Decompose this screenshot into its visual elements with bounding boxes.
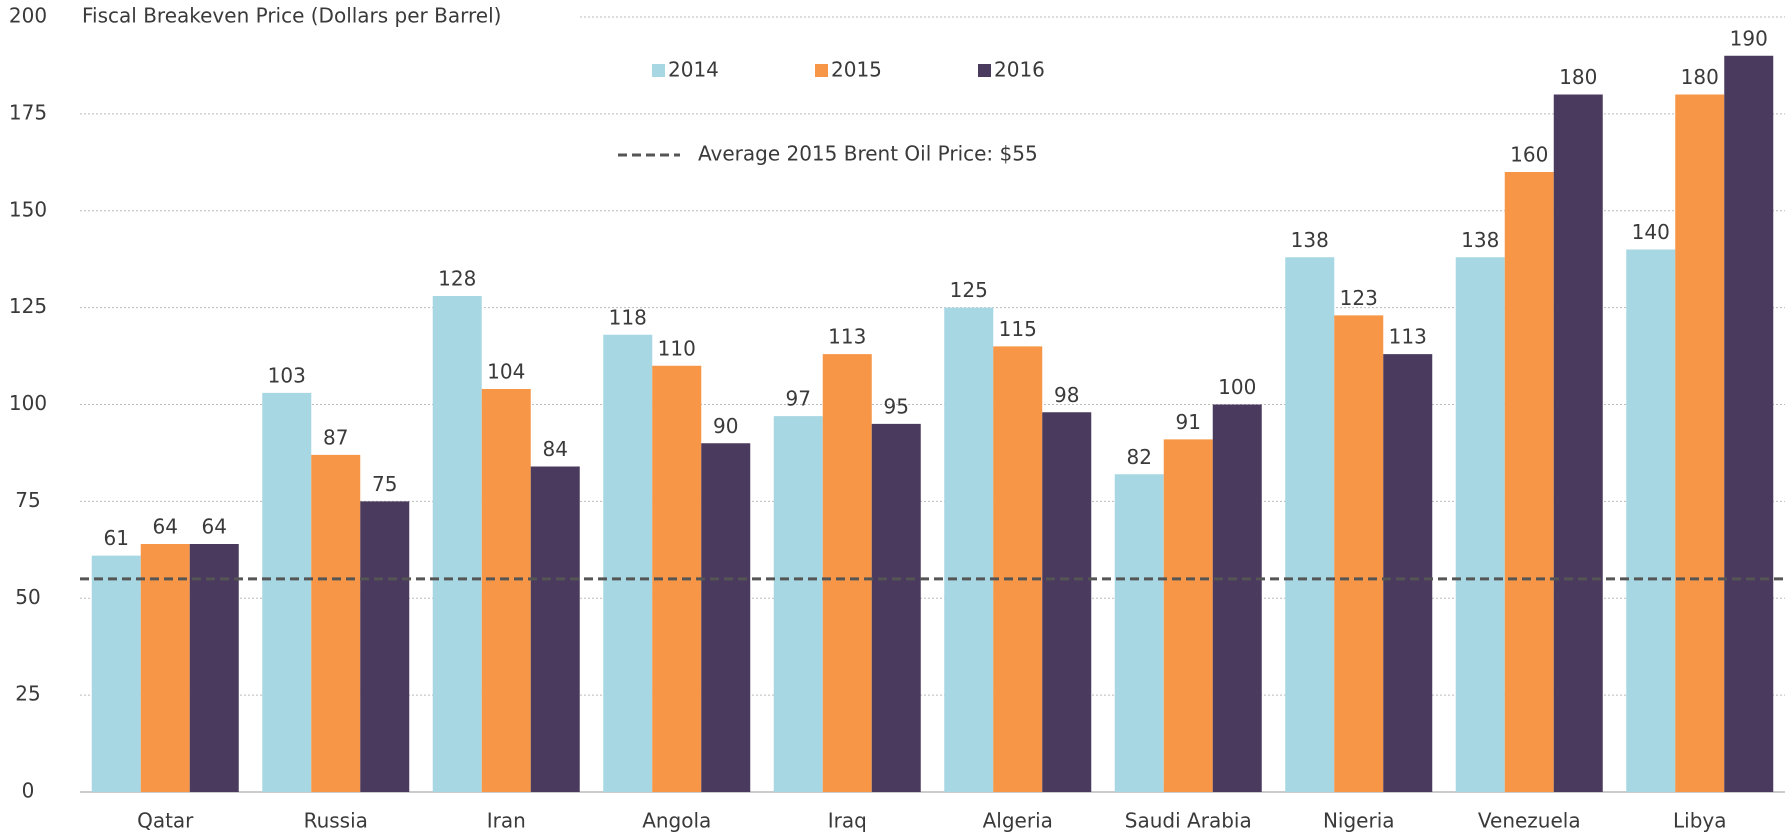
bar <box>822 354 872 792</box>
legend-swatch <box>652 64 665 77</box>
bar <box>189 544 239 792</box>
y-tick-label: 0 <box>22 779 35 803</box>
y-tick-label: 150 <box>9 197 47 221</box>
bar <box>432 296 482 792</box>
value-label: 180 <box>1559 65 1597 89</box>
value-label: 123 <box>1340 286 1378 310</box>
value-label: 140 <box>1632 220 1670 244</box>
value-label: 95 <box>884 394 909 418</box>
y-tick-label: 100 <box>9 391 47 415</box>
value-label: 110 <box>658 336 696 360</box>
value-label: 113 <box>828 325 866 349</box>
bar <box>1042 412 1092 792</box>
bar <box>481 389 531 792</box>
bar <box>1334 315 1384 792</box>
reference-legend-label: Average 2015 Brent Oil Price: $55 <box>698 142 1038 166</box>
bar <box>1114 474 1164 792</box>
bar <box>1724 55 1774 792</box>
value-label: 64 <box>202 515 227 539</box>
legend-label: 2014 <box>668 58 719 82</box>
value-label: 113 <box>1389 325 1427 349</box>
value-label: 90 <box>713 414 738 438</box>
bar <box>773 416 823 792</box>
bar <box>1504 172 1554 792</box>
value-label: 138 <box>1461 228 1499 252</box>
value-label: 180 <box>1681 65 1719 89</box>
y-axis-label: Fiscal Breakeven Price (Dollars per Barr… <box>82 4 501 28</box>
x-tick-label: Russia <box>304 809 368 833</box>
value-label: 118 <box>609 305 647 329</box>
x-tick-label: Angola <box>642 809 711 833</box>
value-label: 100 <box>1218 375 1256 399</box>
value-label: 160 <box>1510 143 1548 167</box>
value-label: 84 <box>543 437 568 461</box>
y-tick-label: 175 <box>9 100 47 124</box>
legend-swatch <box>815 64 828 77</box>
bar <box>603 334 653 792</box>
value-label: 190 <box>1730 26 1768 50</box>
bar <box>91 555 141 792</box>
bar <box>1163 439 1213 792</box>
value-label: 128 <box>438 267 476 291</box>
bar <box>1455 257 1505 792</box>
legend-label: 2016 <box>994 58 1045 82</box>
value-label: 75 <box>372 472 397 496</box>
bar <box>871 423 921 792</box>
bar <box>530 466 580 792</box>
x-tick-label: Qatar <box>137 809 194 833</box>
bar <box>262 392 312 792</box>
y-tick-label: 200 <box>9 4 47 28</box>
bar <box>701 443 751 792</box>
x-tick-label: Algeria <box>983 809 1053 833</box>
bar <box>993 346 1043 792</box>
x-tick-label: Nigeria <box>1323 809 1395 833</box>
x-tick-label: Libya <box>1673 809 1727 833</box>
value-label: 104 <box>487 360 525 384</box>
bar <box>1383 354 1433 792</box>
value-label: 91 <box>1176 410 1201 434</box>
legend-label: 2015 <box>831 58 882 82</box>
bar <box>944 307 994 792</box>
x-tick-label: Saudi Arabia <box>1125 809 1252 833</box>
x-tick-label: Venezuela <box>1478 809 1581 833</box>
value-label: 64 <box>153 515 178 539</box>
bar <box>1285 257 1335 792</box>
bar <box>1675 94 1725 792</box>
bar <box>1212 404 1262 792</box>
bar <box>360 501 410 792</box>
y-tick-label: 75 <box>15 488 40 512</box>
bar <box>311 454 361 792</box>
legend-swatch <box>978 64 991 77</box>
bar <box>140 544 190 792</box>
value-label: 87 <box>323 425 348 449</box>
value-label: 138 <box>1291 228 1329 252</box>
y-tick-label: 50 <box>15 585 40 609</box>
y-tick-label: 125 <box>9 294 47 318</box>
bar <box>1626 249 1676 792</box>
value-label: 125 <box>950 278 988 302</box>
value-label: 103 <box>268 363 306 387</box>
value-label: 115 <box>999 317 1037 341</box>
x-tick-label: Iran <box>487 809 526 833</box>
value-label: 82 <box>1127 445 1152 469</box>
value-label: 61 <box>104 526 129 550</box>
x-tick-label: Iraq <box>828 809 867 833</box>
value-label: 97 <box>786 387 811 411</box>
y-tick-label: 25 <box>15 682 40 706</box>
bar <box>1553 94 1603 792</box>
value-label: 98 <box>1054 383 1079 407</box>
